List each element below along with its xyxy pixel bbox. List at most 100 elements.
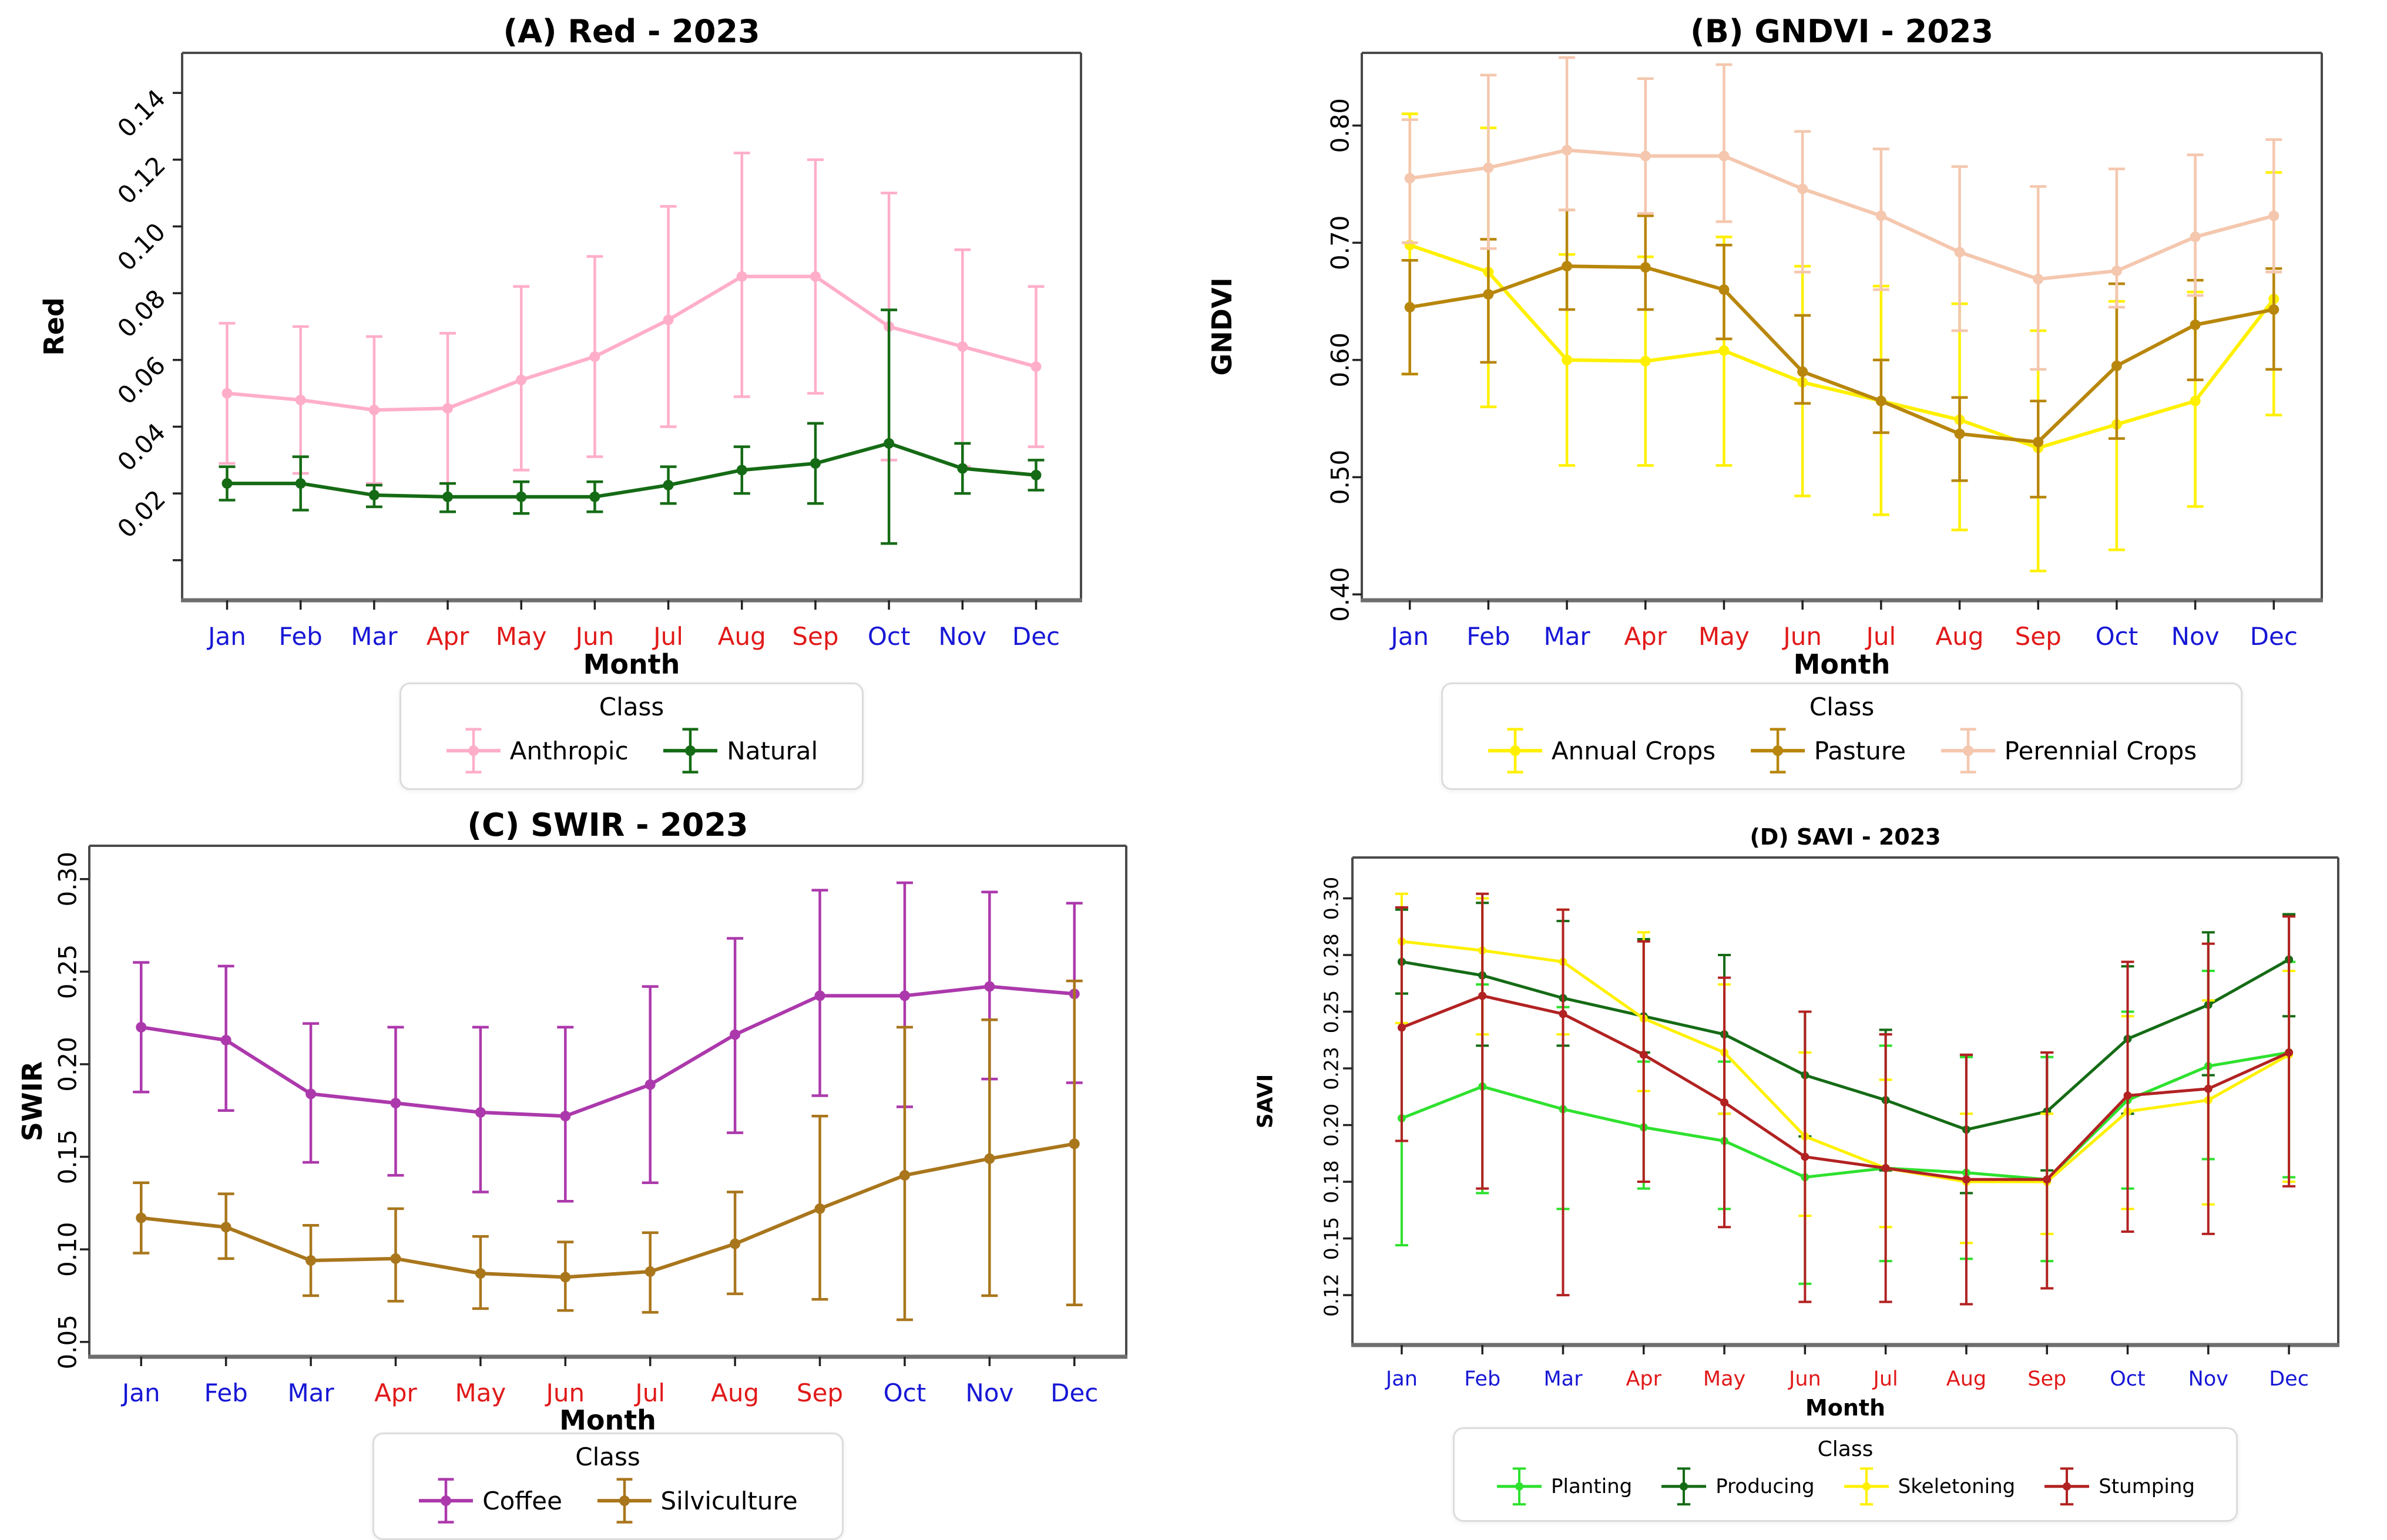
series-silviculture (133, 979, 1083, 1322)
y-tick-label: 0.12 (1320, 1273, 1343, 1316)
legend-label: Pasture (1814, 736, 1906, 765)
y-tick-label: 0.02 (112, 485, 171, 544)
axes: 0.05 0.10 0.15 0.20 0.25 0.30 Jan Feb Mar Apr May J… (53, 845, 1127, 1407)
y-tick-label: 0.40 (1326, 567, 1355, 622)
x-tick-label-feb: Feb (204, 1378, 247, 1407)
x-tick-label-may: May (1698, 622, 1750, 651)
x-tick-label-feb: Feb (278, 622, 322, 651)
panel-red: (A) Red - 2023 Red 0.02 0.04 0.06 0.08 0.10 0… (0, 0, 1193, 791)
x-tick-label-nov: Nov (938, 622, 986, 651)
y-tick-label: 0.23 (1320, 1047, 1343, 1090)
x-tick-label-apr: Apr (1624, 622, 1667, 651)
x-tick-label-mar: Mar (1543, 622, 1590, 651)
x-tick-label-aug: Aug (1946, 1367, 1986, 1391)
legend-box: Class Coffee Silviculture (372, 1433, 844, 1540)
x-tick-label-apr: Apr (374, 1378, 417, 1407)
red-chart-plot: 0.02 0.04 0.06 0.08 0.10 0.12 0.14 Jan Feb Mar Apr… (112, 52, 1082, 651)
y-tick-label: 0.10 (112, 217, 171, 277)
x-tick-label-dec: Dec (1050, 1378, 1098, 1407)
legend-box: Class Annual Crops Pasture Perennial Crops (1441, 682, 2242, 791)
y-tick-label: 0.20 (53, 1037, 82, 1092)
y-tick-label: 0.05 (53, 1314, 82, 1370)
legend-label: Annual Crops (1551, 736, 1716, 765)
y-tick-label: 0.10 (53, 1222, 82, 1277)
legend-errorbar-icon (663, 728, 718, 774)
y-tick-label: 0.20 (1320, 1104, 1343, 1146)
legend-item-pasture: Pasture (1750, 725, 1906, 776)
series-coffee (133, 881, 1083, 1203)
x-tick-label-oct: Oct (884, 1378, 926, 1407)
x-tick-label-jan: Jan (120, 1378, 160, 1407)
legend-label: Perennial Crops (2004, 736, 2197, 765)
y-tick-label: 0.15 (1320, 1217, 1343, 1260)
x-tick-label-mar: Mar (287, 1378, 334, 1407)
y-tick-label: 0.60 (1326, 332, 1355, 388)
legend-items: Annual Crops Pasture Perennial Crops (1470, 725, 2214, 776)
series-producing (1395, 902, 2296, 1195)
x-tick-label-feb: Feb (1466, 622, 1510, 651)
x-tick-label-oct: Oct (2110, 1367, 2146, 1391)
legend-errorbar-icon (1497, 1467, 1542, 1506)
y-tick-label: 0.25 (53, 944, 82, 1000)
x-tick-label-jan: Jan (1389, 622, 1429, 651)
series-stumping (1395, 892, 2296, 1306)
y-tick-label: 0.80 (1326, 98, 1355, 153)
axes: 0.12 0.15 0.18 0.20 0.23 0.25 0.28 0.30 Jan Feb Ma… (1320, 856, 2339, 1391)
y-tick-label: 0.04 (112, 418, 171, 477)
series-pasture (1401, 209, 2282, 499)
legend-item-anthropic: Anthropic (445, 725, 629, 776)
legend-items: Coffee Silviculture (401, 1475, 814, 1526)
x-tick-label-sep: Sep (2015, 622, 2062, 651)
legend-title: Class (575, 1443, 640, 1471)
legend-item-natural: Natural (662, 725, 818, 776)
chart-title: (C) SWIR - 2023 (467, 806, 748, 843)
x-tick-label-aug: Aug (1936, 622, 1984, 651)
x-tick-label-apr: Apr (427, 622, 469, 651)
legend-title: Class (1817, 1437, 1874, 1461)
x-tick-label-jul: Jul (633, 1378, 665, 1407)
y-tick-label: 0.28 (1320, 933, 1343, 976)
legend-box: Class Planting Producing Skeletoning Stumpi… (1453, 1427, 2238, 1522)
x-tick-label-jun: Jun (1788, 1367, 1821, 1391)
legend-title: Class (599, 692, 664, 721)
panel-savi: (D) SAVI - 2023 SAVI 0.12 0.15 0.18 0.20 0.2… (1194, 790, 2387, 1528)
y-tick-label: 0.18 (1320, 1160, 1343, 1203)
x-tick-label-nov: Nov (2171, 622, 2220, 651)
x-axis-label: Month (583, 648, 680, 680)
legend-items: Anthropic Natural (428, 725, 835, 776)
legend-label: Producing (1715, 1474, 1815, 1498)
x-tick-label-nov: Nov (965, 1378, 1013, 1407)
series-annual-crops (1401, 112, 2282, 573)
axes: 0.40 0.50 0.60 0.70 0.80 Jan Feb Mar Apr May Jun Ju… (1326, 52, 2323, 651)
y-tick-label: 0.12 (112, 150, 171, 210)
y-tick-label: 0.25 (1320, 990, 1343, 1033)
x-axis-label: Month (1805, 1395, 1886, 1421)
legend-title: Class (1809, 692, 1875, 721)
chart-title: (D) SAVI - 2023 (1750, 824, 1941, 850)
y-tick-label: 0.30 (53, 852, 82, 907)
legend-label: Coffee (482, 1486, 562, 1515)
y-tick-label: 0.14 (112, 84, 171, 143)
y-tick-label: 0.70 (1326, 216, 1355, 271)
x-tick-label-may: May (1703, 1367, 1745, 1391)
x-tick-label-aug: Aug (718, 622, 766, 651)
legend-label: Skeletoning (1898, 1474, 2016, 1498)
x-tick-label-may: May (455, 1378, 506, 1407)
legend-errorbar-icon (597, 1478, 652, 1524)
y-tick-label: 0.15 (53, 1129, 82, 1185)
legend-item-annual-crops: Annual Crops (1487, 725, 1715, 776)
x-tick-label-mar: Mar (1543, 1367, 1583, 1391)
x-tick-label-sep: Sep (792, 622, 838, 651)
x-tick-label-oct: Oct (868, 622, 911, 651)
savi-chart-plot: 0.12 0.15 0.18 0.20 0.23 0.25 0.28 0.30 Jan Feb Ma… (1320, 856, 2339, 1391)
legend-errorbar-icon (1488, 728, 1542, 774)
x-tick-label-jun: Jun (544, 1378, 585, 1407)
legend-errorbar-icon (1941, 728, 1995, 774)
x-tick-label-nov: Nov (2188, 1367, 2228, 1391)
x-tick-label-aug: Aug (711, 1378, 759, 1407)
panel-swir: (C) SWIR - 2023 SWIR 0.05 0.10 0.15 0.20 0.2… (0, 790, 1193, 1540)
series-skeletoning (1395, 892, 2296, 1245)
series-planting (1395, 960, 2296, 1285)
y-tick-label: 0.08 (112, 284, 171, 344)
